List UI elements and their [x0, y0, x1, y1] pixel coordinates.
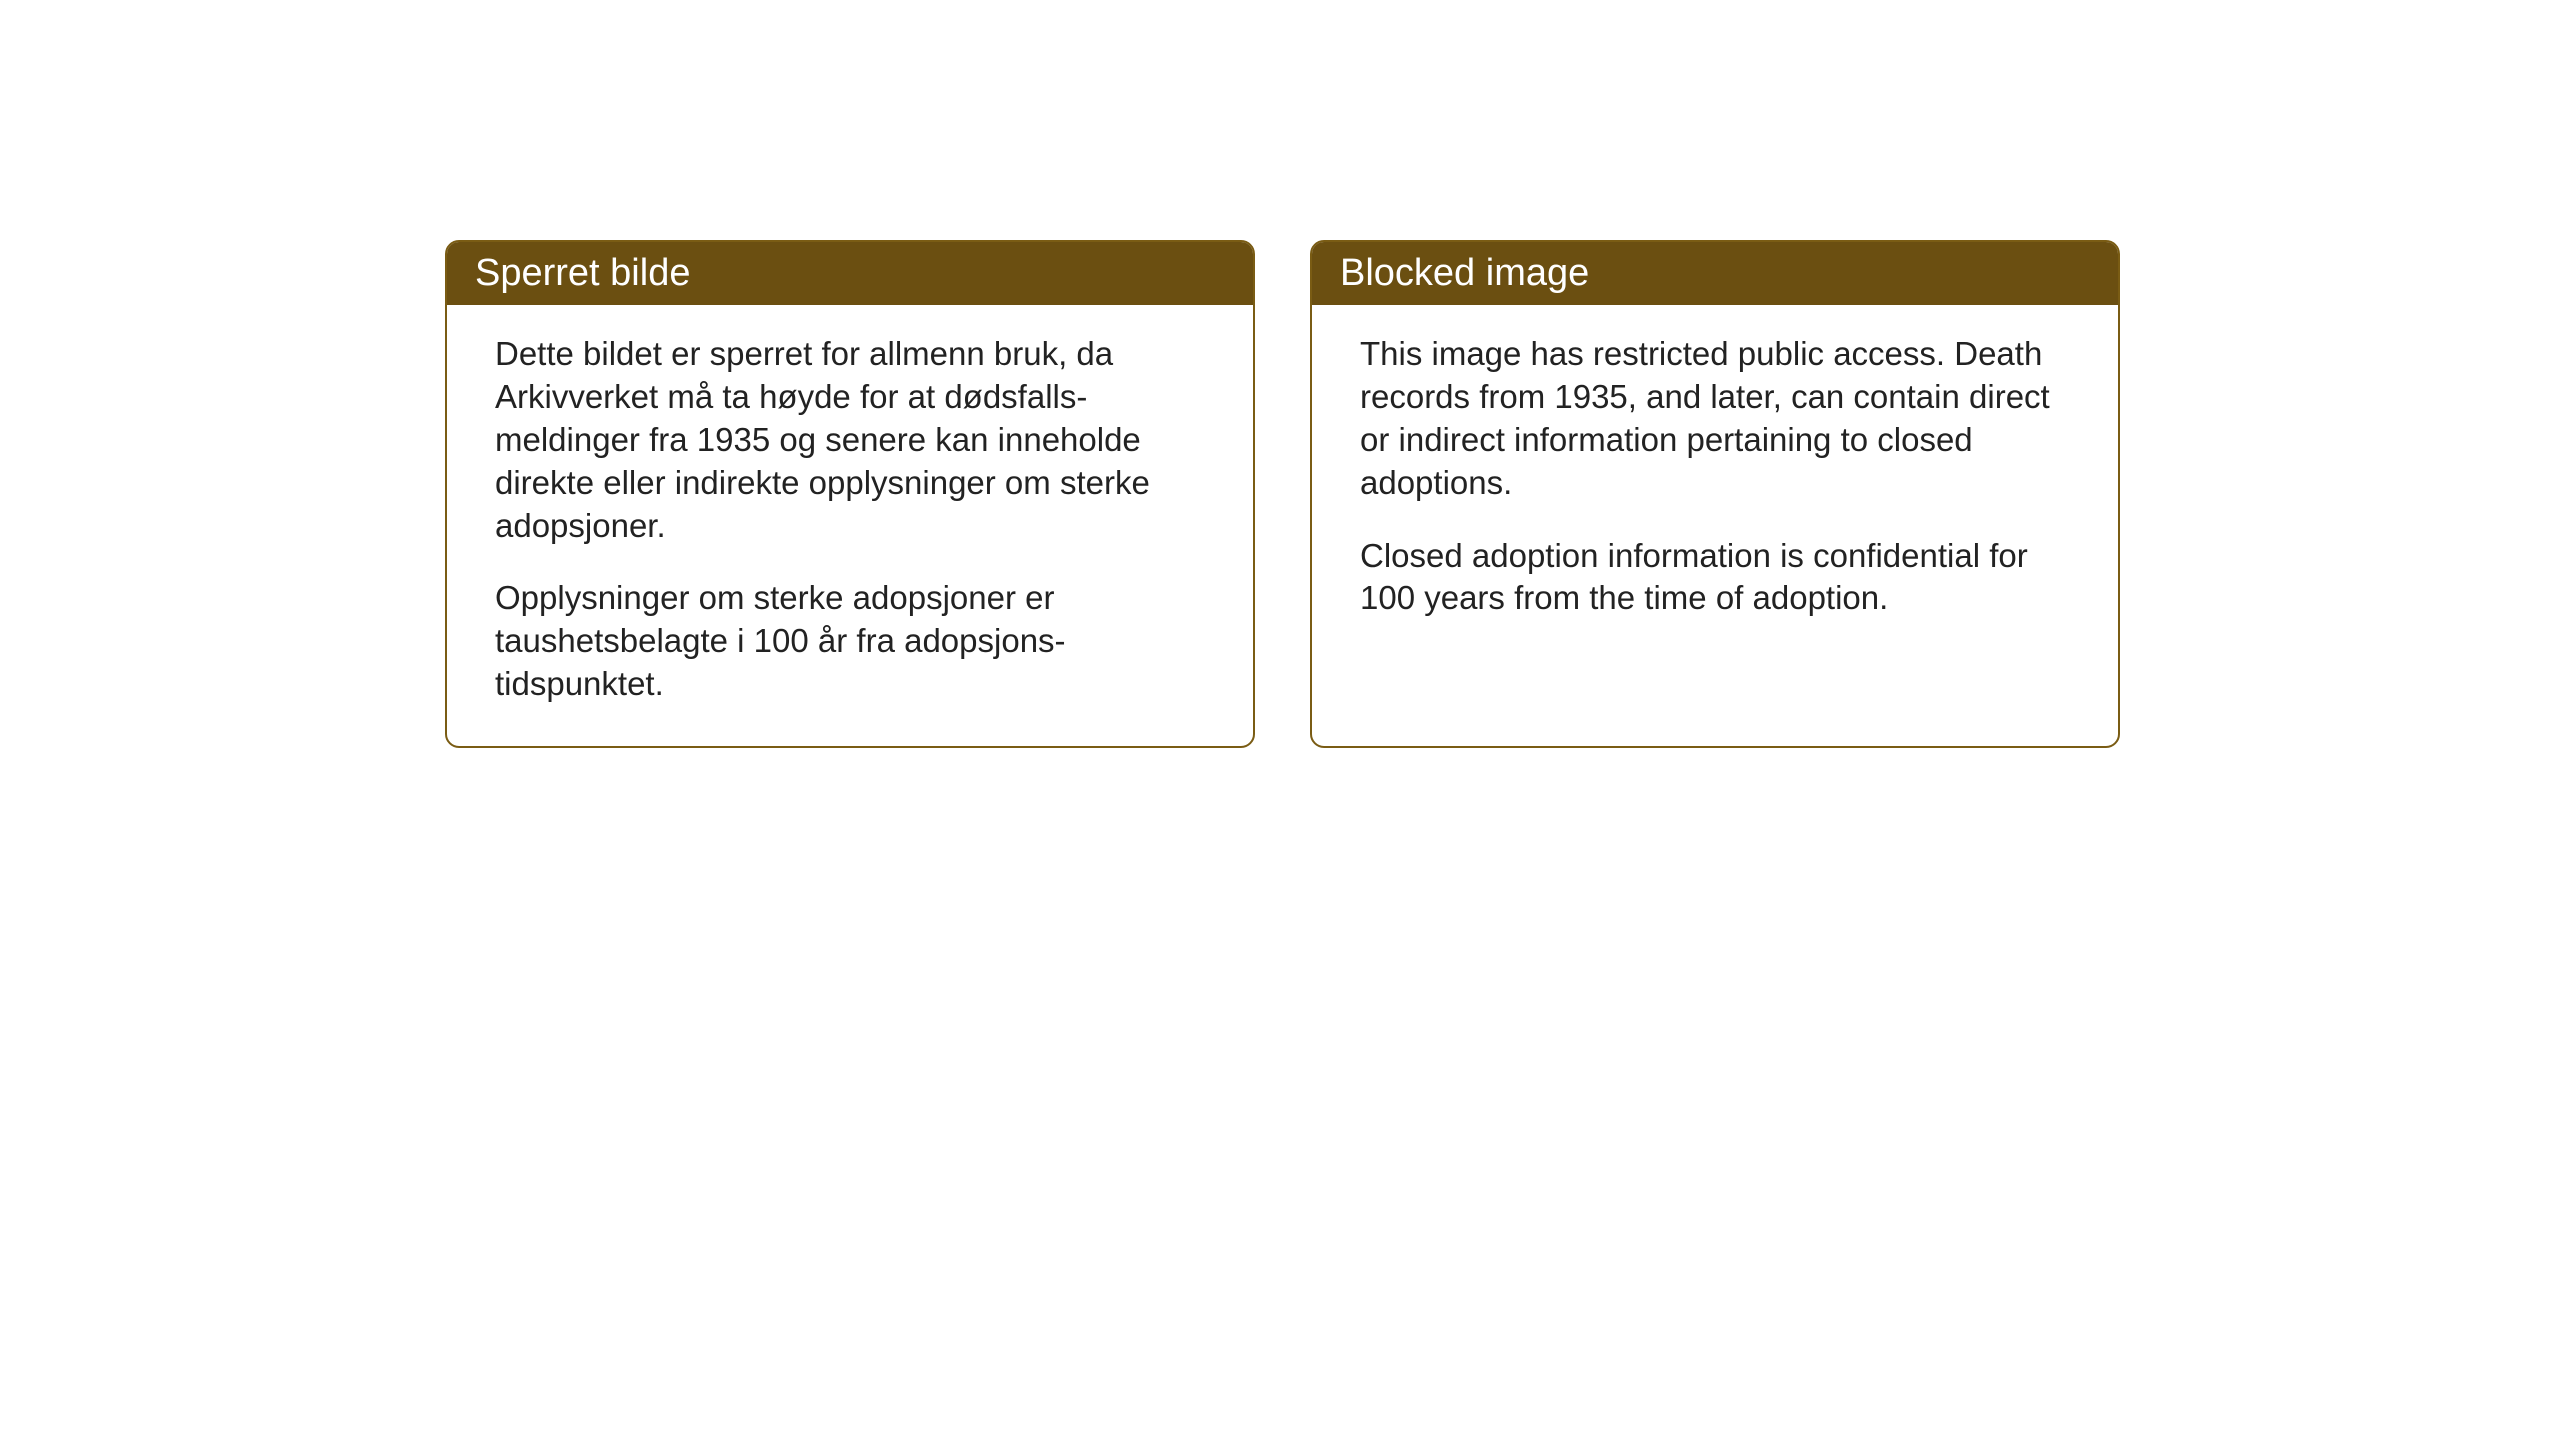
paragraph-norwegian-2: Opplysninger om sterke adopsjoner er tau…: [495, 577, 1205, 706]
card-body-norwegian: Dette bildet er sperret for allmenn bruk…: [447, 305, 1253, 746]
card-body-english: This image has restricted public access.…: [1312, 305, 2118, 660]
notice-card-norwegian: Sperret bilde Dette bildet er sperret fo…: [445, 240, 1255, 748]
paragraph-norwegian-1: Dette bildet er sperret for allmenn bruk…: [495, 333, 1205, 547]
paragraph-english-2: Closed adoption information is confident…: [1360, 535, 2070, 621]
notice-card-english: Blocked image This image has restricted …: [1310, 240, 2120, 748]
card-header-norwegian: Sperret bilde: [447, 242, 1253, 305]
paragraph-english-1: This image has restricted public access.…: [1360, 333, 2070, 505]
card-header-english: Blocked image: [1312, 242, 2118, 305]
notice-cards-container: Sperret bilde Dette bildet er sperret fo…: [445, 240, 2120, 748]
